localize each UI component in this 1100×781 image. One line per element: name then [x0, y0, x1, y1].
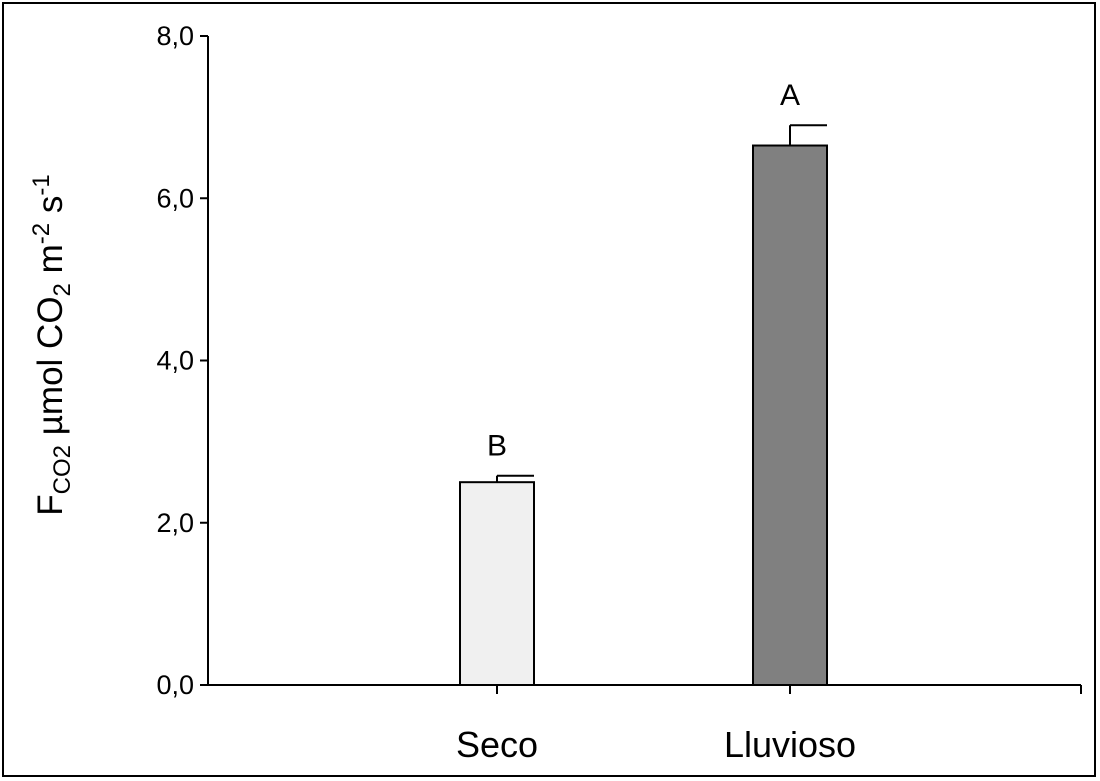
y-tick-label: 0,0	[156, 670, 194, 700]
x-category-label: Seco	[456, 724, 538, 765]
labels: 0,0 2,0 4,0 6,0 8,0 B Seco A Lluvioso	[156, 21, 856, 765]
y-tick-label: 8,0	[156, 21, 194, 51]
significance-label: A	[780, 79, 800, 112]
y-tick-label: 6,0	[156, 183, 194, 213]
significance-label: B	[487, 430, 507, 463]
x-category-label: Lluvioso	[724, 724, 856, 765]
bar	[459, 481, 535, 686]
bar	[752, 144, 828, 687]
y-axis-title: FCO2 µmol CO2 m-2 s-1	[28, 174, 76, 515]
axes	[200, 35, 1082, 694]
y-tick-label: 4,0	[156, 346, 194, 376]
bars	[459, 124, 828, 687]
y-tick-label: 2,0	[156, 508, 194, 538]
